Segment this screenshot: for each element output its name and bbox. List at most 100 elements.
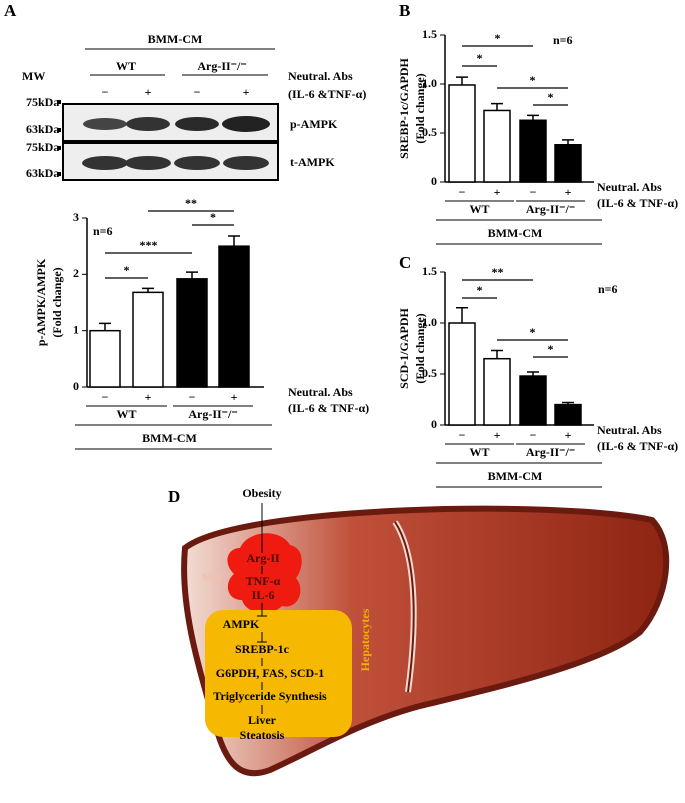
x-tick-label: −: [530, 185, 537, 199]
y-tick-label: 0.5: [422, 125, 437, 139]
band: [223, 156, 269, 170]
bar: [483, 357, 511, 426]
marker-tick: [57, 128, 61, 132]
band: [82, 156, 128, 170]
cell-label: Hepatocytes: [358, 608, 372, 671]
hepatocyte-box: [205, 610, 352, 737]
y-tick-label: 1.5: [422, 264, 437, 278]
cytokine: Arg-II: [246, 551, 280, 565]
bar: [519, 375, 547, 426]
diagram: Obesity MΦ Arg-II TNF-α IL-6 AMPK SREBP-…: [181, 486, 670, 777]
pathway: SREBP-1c: [235, 642, 290, 656]
blot: BMM-CM WT Arg-II⁻/⁻ MW − + − + Neutral. …: [22, 32, 366, 181]
y-tick-label: 0: [431, 174, 437, 188]
cytokine: IL-6: [252, 588, 275, 602]
bar: [448, 322, 476, 426]
x-tick-label: +: [565, 185, 572, 199]
mw-label: MW: [22, 69, 45, 83]
macrophage-label: MΦ: [201, 570, 222, 584]
bar: [554, 144, 582, 183]
y-tick-label: 2: [73, 266, 79, 280]
panel-label: D: [168, 487, 180, 506]
marker: 75kDa: [26, 140, 59, 154]
y-axis-label: (Fold change): [50, 267, 64, 337]
sig-label: **: [492, 265, 504, 279]
bar: [519, 119, 547, 183]
bar: [89, 329, 121, 388]
band: [174, 156, 220, 170]
marker: 63kDa: [26, 166, 59, 180]
sig-label: *: [477, 283, 483, 297]
error-bar: [562, 401, 574, 405]
pathway: AMPK: [223, 617, 260, 631]
error-bar: [562, 139, 574, 145]
macrophage: [227, 533, 302, 614]
x-tick-label: +: [145, 390, 152, 404]
n-label: n=6: [553, 33, 573, 47]
y-axis-label: SCD-1/GAPDH: [397, 308, 411, 389]
lane-label: −: [194, 85, 201, 99]
y-axis-label: (Fold change): [413, 73, 427, 143]
group-title: BMM-CM: [142, 431, 197, 445]
ligament: [394, 521, 415, 693]
y-tick-label: 1.5: [422, 27, 437, 41]
error-bar: [99, 322, 111, 331]
blot-title: BMM-CM: [148, 32, 203, 46]
y-tick-label: 1.0: [422, 76, 437, 90]
x-tick-label: −: [530, 428, 537, 442]
y-tick-label: 0: [73, 379, 79, 393]
n-label: n=6: [93, 224, 113, 238]
x-tick-label: +: [494, 185, 501, 199]
group-label: WT: [469, 445, 489, 459]
x-tick-label: −: [189, 390, 196, 404]
x-tick-label: +: [494, 428, 501, 442]
band: [126, 117, 170, 131]
marker-tick: [57, 146, 61, 150]
outcome: Liver: [248, 713, 277, 727]
marker: 63kDa: [26, 122, 59, 136]
marker: 75kDa: [26, 95, 59, 109]
cytokine: TNF-α: [246, 574, 281, 588]
band: [125, 156, 171, 170]
input: Obesity: [242, 486, 281, 500]
sig-label: *: [530, 325, 536, 339]
sig-label: *: [477, 51, 483, 65]
sig-label: *: [548, 342, 554, 356]
treatment: (IL-6 &TNF-α): [288, 87, 366, 101]
treatment: (IL-6 & TNF-α): [597, 439, 678, 453]
group-label: WT: [116, 407, 136, 421]
bar: [176, 278, 208, 388]
band: [83, 118, 127, 130]
band: [175, 117, 219, 131]
bar: [132, 291, 164, 388]
error-bar: [527, 114, 539, 121]
group-label: WT: [116, 59, 136, 73]
y-tick-label: 0: [431, 417, 437, 431]
group-label: Arg-II⁻/⁻: [526, 202, 575, 216]
pathway: Triglyceride Synthesis: [213, 689, 327, 703]
lane-label: −: [102, 85, 109, 99]
y-tick-label: 3: [73, 210, 79, 224]
error-bar: [142, 287, 154, 293]
treatment: Neutral. Abs: [288, 385, 353, 399]
group-label: WT: [469, 202, 489, 216]
group-title: BMM-CM: [488, 226, 543, 240]
x-tick-label: −: [102, 390, 109, 404]
y-tick-label: 0.5: [422, 366, 437, 380]
error-bar: [491, 102, 503, 111]
error-bar: [491, 349, 503, 359]
marker-tick: [57, 100, 61, 104]
band: [222, 116, 270, 132]
treatment: Neutral. Abs: [288, 69, 353, 83]
treatment: Neutral. Abs: [597, 180, 662, 194]
sig-label: *: [530, 73, 536, 87]
panel-label: A: [4, 1, 17, 20]
group-label: Arg-II⁻/⁻: [188, 407, 237, 421]
error-bar: [527, 371, 539, 377]
treatment: (IL-6 & TNF-α): [288, 401, 369, 415]
error-bar: [456, 306, 468, 323]
sig-label: *: [548, 90, 554, 104]
x-tick-label: +: [565, 428, 572, 442]
lane-label: +: [145, 85, 152, 99]
